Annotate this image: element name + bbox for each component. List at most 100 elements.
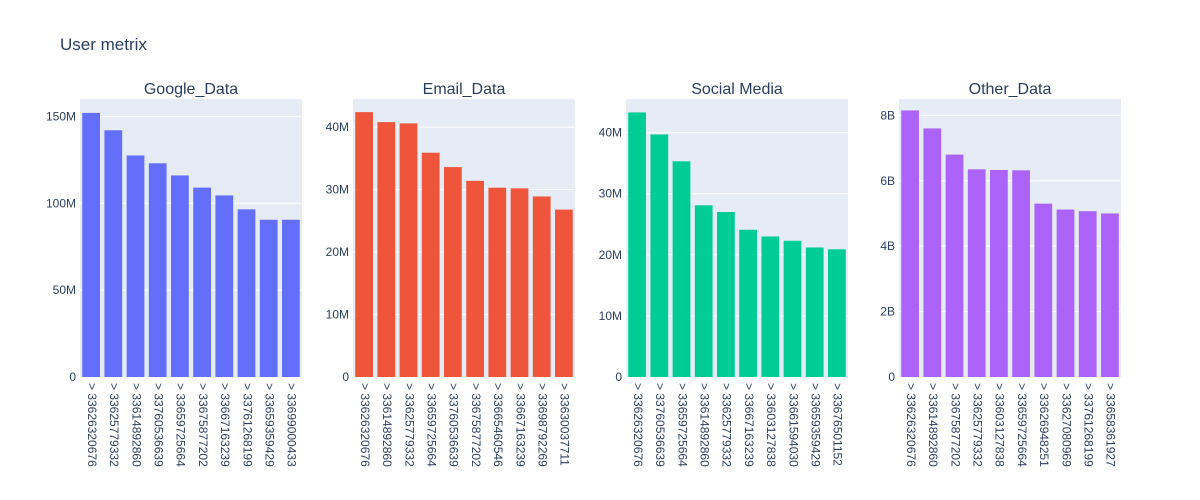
bar [1056, 209, 1075, 377]
x-tick-label: > 33626948251 [1037, 383, 1051, 467]
chart-title: User metrix [60, 35, 147, 54]
panels: 0 50M 100M 150M > 33626320676 > 33625779332 > … [46, 81, 1121, 467]
subplot-4: 0 2B 4B 6B 8B > 33626320676 > 33614892860 > 336… [880, 81, 1121, 467]
bar [1034, 203, 1053, 377]
y-tick-label: 10M [599, 309, 622, 323]
x-tick-label: > 33665460546 [491, 383, 505, 467]
y-tick-label: 2B [880, 305, 895, 319]
bar [82, 112, 100, 378]
x-tick-label: > 33676501152 [831, 383, 845, 466]
x-tick-label: > 33659359429 [263, 383, 277, 467]
bar [399, 123, 418, 377]
bar [650, 134, 669, 377]
bar [282, 219, 300, 377]
x-tick-label: > 33659725664 [174, 383, 188, 467]
bar [672, 161, 691, 377]
x-tick-label: > 33614892860 [926, 383, 940, 467]
y-tick-label: 100M [46, 196, 76, 210]
bar [945, 154, 964, 377]
bar [694, 205, 713, 377]
y-tick-label: 30M [326, 183, 349, 197]
subplot-title: Email_Data [423, 81, 506, 98]
bar [783, 240, 802, 377]
bar [171, 175, 189, 377]
bar [488, 187, 507, 377]
bar [126, 155, 145, 377]
bar [923, 128, 942, 377]
bar [1078, 211, 1097, 377]
bar [377, 122, 396, 377]
x-tick-label: > 33614892860 [698, 383, 712, 467]
bar [104, 130, 123, 377]
y-tick-label: 10M [326, 308, 349, 322]
x-tick-label: > 33659725664 [1015, 383, 1029, 467]
y-tick-label: 30M [599, 187, 622, 201]
subplot-2: 0 10M 20M 30M 40M > 33626320676 > 33614892860 >… [326, 81, 575, 467]
x-tick-label: > 33603127838 [993, 383, 1007, 467]
x-tick-label: > 33661594030 [786, 383, 800, 467]
x-tick-label: > 33699000433 [285, 383, 299, 467]
y-tick-label: 40M [326, 120, 349, 134]
x-tick-label: > 33658361927 [1104, 383, 1118, 467]
x-tick-label: > 33626320676 [358, 383, 372, 467]
bar [237, 209, 256, 377]
x-tick-label: > 33760536639 [447, 383, 461, 467]
bar [1012, 170, 1030, 377]
x-tick-label: > 33659725664 [675, 383, 689, 467]
bar [717, 212, 735, 377]
x-tick-label: > 33667163239 [513, 383, 527, 467]
x-tick-label: > 33625779332 [971, 383, 985, 467]
subplot-3: 0 10M 20M 30M 40M > 33626320676 > 33760536639 >… [599, 81, 848, 467]
x-tick-label: > 33667163239 [742, 383, 756, 467]
subplot-1: 0 50M 100M 150M > 33626320676 > 33625779332 > … [46, 81, 302, 467]
x-tick-label: > 33659359429 [809, 383, 823, 467]
x-tick-label: > 33625779332 [107, 383, 121, 467]
x-tick-label: > 33667163239 [218, 383, 232, 467]
subplot-title: Other_Data [969, 81, 1052, 98]
x-tick-label: > 33659725664 [425, 383, 439, 467]
bar [215, 195, 234, 377]
bar [555, 209, 573, 377]
x-tick-label: > 33761268199 [240, 383, 254, 467]
x-tick-label: > 33614892860 [380, 383, 394, 467]
bar [628, 112, 646, 377]
bar [990, 169, 1008, 377]
x-tick-label: > 33626320676 [904, 383, 918, 467]
y-tick-label: 0 [888, 370, 895, 384]
x-tick-label: > 33614892860 [129, 383, 143, 467]
x-tick-label: > 33603127838 [764, 383, 778, 467]
y-tick-label: 50M [53, 283, 76, 297]
bar [466, 180, 484, 377]
bar [761, 236, 780, 377]
bar [532, 196, 551, 377]
x-tick-label: > 33761268199 [1082, 383, 1096, 467]
x-tick-label: > 33675877202 [196, 383, 210, 467]
y-tick-label: 6B [880, 174, 895, 188]
bar [355, 112, 373, 377]
bar [805, 247, 824, 377]
y-tick-label: 4B [880, 239, 895, 253]
bar [421, 152, 440, 377]
x-tick-label: > 33698792269 [536, 383, 550, 467]
y-tick-label: 40M [599, 126, 622, 140]
subplot-title: Social Media [691, 81, 783, 98]
y-tick-label: 0 [69, 370, 76, 384]
y-tick-label: 8B [880, 108, 895, 122]
bar [739, 229, 757, 377]
bar [510, 188, 529, 377]
bar [148, 163, 167, 377]
subplot-title: Google_Data [144, 81, 238, 98]
y-tick-label: 0 [342, 370, 349, 384]
bar [828, 249, 846, 377]
x-tick-label: > 33626320676 [85, 383, 99, 467]
x-tick-label: > 33760536639 [152, 383, 166, 467]
x-tick-label: > 33675877202 [469, 383, 483, 467]
x-tick-label: > 33675877202 [948, 383, 962, 467]
x-tick-label: > 33625779332 [402, 383, 416, 467]
x-tick-label: > 33626320676 [631, 383, 645, 467]
x-tick-label: > 33760536639 [653, 383, 667, 467]
bar [1101, 213, 1119, 377]
x-tick-label: > 33627080969 [1059, 383, 1073, 467]
x-tick-label: > 33630037711 [558, 383, 572, 466]
